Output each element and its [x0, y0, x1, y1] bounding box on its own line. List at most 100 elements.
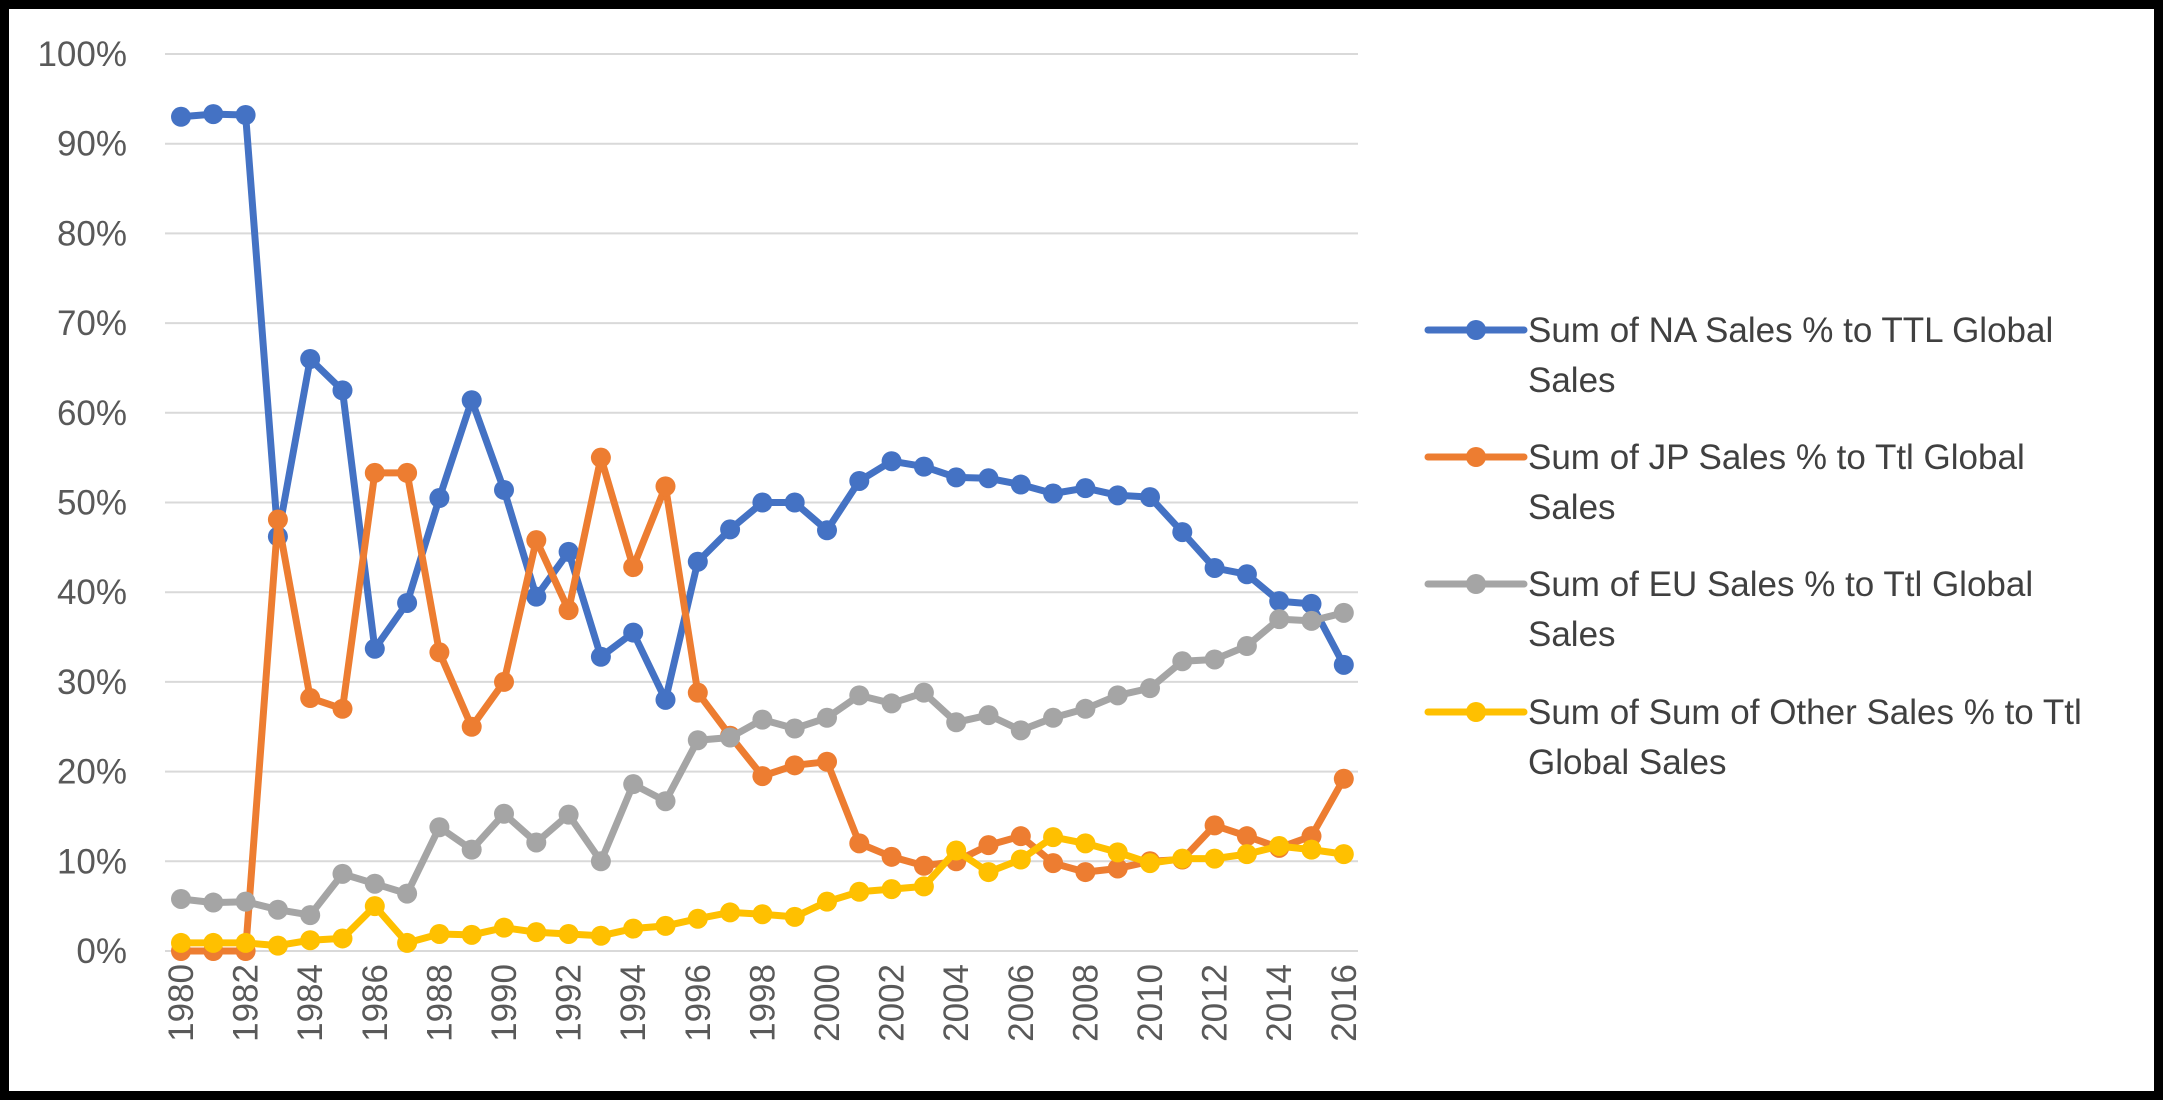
data-point — [1204, 815, 1225, 836]
data-point — [1204, 848, 1225, 869]
data-point — [1043, 483, 1064, 504]
legend-label: Sales — [1528, 361, 1616, 400]
data-point — [494, 479, 514, 500]
data-point — [1075, 698, 1096, 719]
series-layer — [171, 104, 1354, 961]
data-point — [332, 863, 353, 884]
data-point — [687, 908, 708, 929]
legend-item-1: Sum of NA Sales % to TTL Global Sales — [1424, 311, 2053, 400]
data-point — [1107, 842, 1128, 863]
x-tick-label: 1998 — [743, 964, 782, 1042]
data-point — [364, 896, 385, 917]
x-tick-label: 2000 — [808, 964, 847, 1042]
data-point — [461, 390, 482, 411]
data-point — [267, 935, 288, 956]
data-point — [300, 688, 321, 709]
data-point — [978, 705, 999, 726]
data-point — [687, 551, 708, 572]
data-point — [1236, 564, 1257, 585]
data-point — [1236, 826, 1257, 847]
x-tick-label: 1982 — [227, 964, 266, 1042]
data-point — [978, 468, 999, 489]
legend-label: Sum of Sum of Other Sales % to Ttl — [1528, 693, 2082, 732]
data-point — [558, 600, 579, 621]
x-tick-label: 2008 — [1066, 964, 1105, 1042]
data-point — [526, 922, 547, 943]
data-point — [429, 488, 450, 509]
series-line — [177, 609, 1348, 919]
data-point — [1333, 654, 1354, 675]
legend-marker — [1466, 320, 1486, 340]
data-point — [461, 924, 482, 945]
data-point — [817, 751, 837, 772]
data-point — [1301, 593, 1322, 614]
x-tick-label: 1984 — [291, 964, 330, 1042]
data-point — [881, 693, 902, 714]
legend-marker — [1466, 447, 1486, 467]
data-point — [171, 106, 191, 127]
data-point — [364, 873, 385, 894]
y-tick-label: 80% — [57, 214, 127, 253]
data-point — [1010, 826, 1031, 847]
data-point — [1172, 651, 1193, 672]
x-tick-label: 1990 — [485, 964, 524, 1042]
data-point — [849, 833, 870, 854]
data-point — [590, 925, 611, 946]
data-point — [1107, 685, 1128, 706]
data-point — [752, 492, 773, 513]
x-tick-label: 2016 — [1325, 964, 1364, 1042]
data-point — [267, 509, 288, 530]
data-point — [590, 646, 611, 667]
data-point — [913, 456, 934, 477]
data-point — [558, 923, 579, 944]
data-point — [752, 766, 773, 787]
x-tick-label: 2014 — [1260, 964, 1299, 1042]
data-point — [1043, 853, 1064, 874]
data-point — [655, 476, 676, 497]
data-point — [946, 840, 967, 861]
legend-label: Sales — [1528, 615, 1616, 654]
data-point — [267, 899, 288, 920]
data-point — [1333, 602, 1354, 623]
data-point — [784, 755, 805, 776]
y-tick-label: 30% — [57, 663, 127, 702]
data-point — [429, 642, 450, 663]
data-point — [1140, 487, 1160, 508]
data-point — [300, 930, 321, 951]
x-tick-label: 1996 — [679, 964, 718, 1042]
data-point — [720, 727, 741, 748]
data-point — [300, 905, 321, 926]
data-point — [203, 104, 224, 125]
data-point — [881, 846, 902, 867]
data-point — [494, 917, 514, 938]
data-point — [590, 851, 611, 872]
data-point — [1010, 849, 1031, 870]
data-point — [623, 557, 644, 578]
data-point — [687, 682, 708, 703]
data-point — [946, 712, 967, 733]
data-point — [881, 451, 902, 472]
x-tick-label: 2006 — [1002, 964, 1041, 1042]
data-point — [913, 876, 934, 897]
data-point — [1140, 853, 1160, 874]
data-point — [235, 891, 256, 912]
series-1 — [171, 104, 1354, 710]
data-point — [1236, 844, 1257, 865]
legend-label: Sum of NA Sales % to TTL Global — [1528, 311, 2053, 350]
data-point — [817, 520, 837, 541]
data-point — [849, 470, 870, 491]
y-tick-label: 40% — [57, 573, 127, 612]
data-point — [235, 104, 256, 125]
data-point — [1075, 862, 1096, 883]
data-point — [1107, 485, 1128, 506]
legend-label: Sum of JP Sales % to Ttl Global — [1528, 438, 2025, 477]
series-4 — [171, 827, 1354, 956]
legend: Sum of NA Sales % to TTL GlobalSalesSum … — [1424, 311, 2082, 782]
data-point — [364, 462, 385, 483]
legend-item-3: Sum of EU Sales % to Ttl Global Sales — [1424, 565, 2033, 654]
data-point — [623, 622, 644, 643]
data-point — [558, 541, 579, 562]
data-point — [1333, 768, 1354, 789]
data-point — [1172, 848, 1193, 869]
data-point — [300, 348, 321, 369]
